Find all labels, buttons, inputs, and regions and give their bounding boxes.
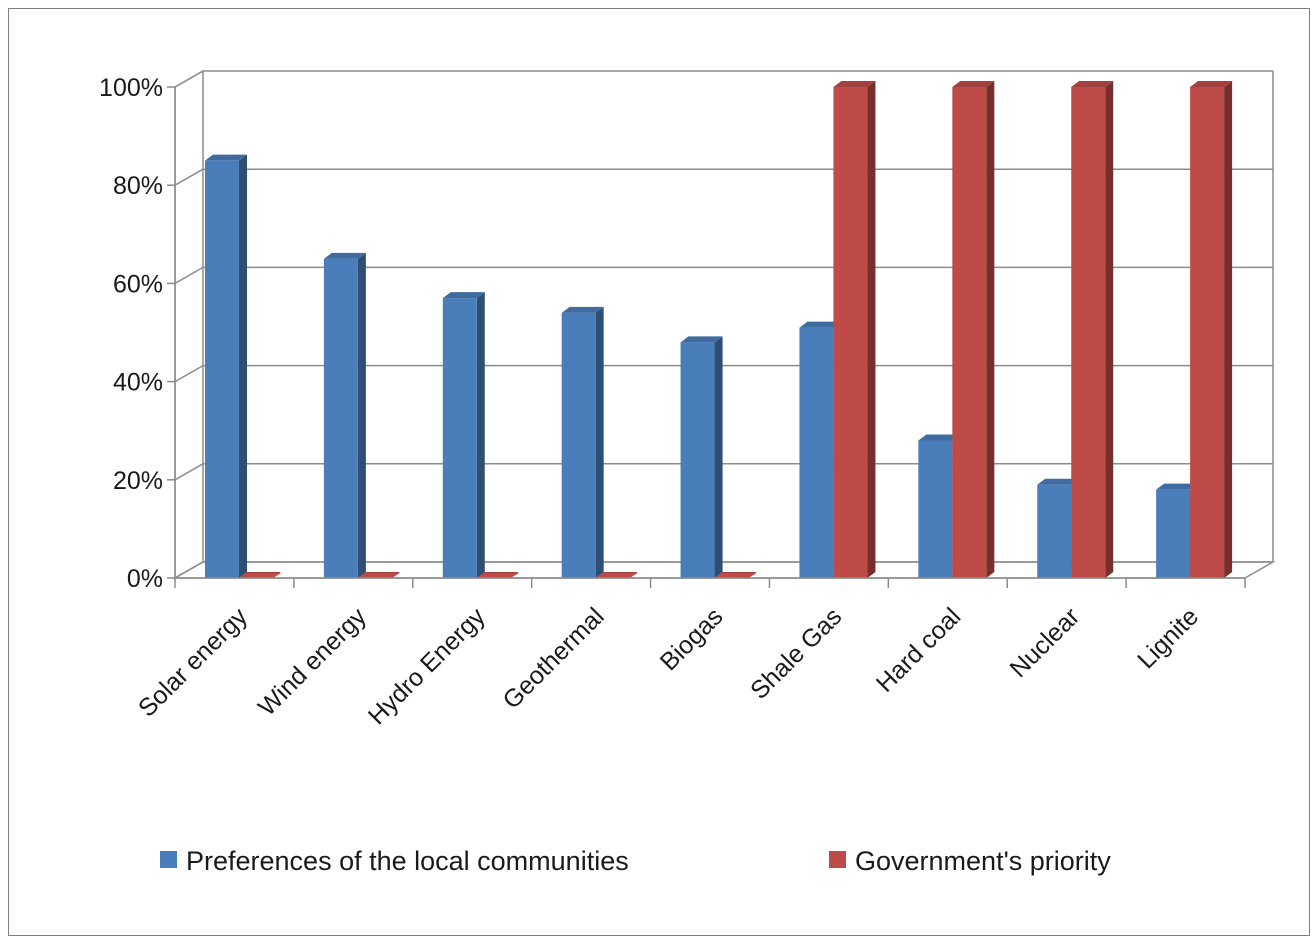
gridline-depth bbox=[174, 70, 204, 88]
x-tick-label: Shale Gas bbox=[745, 602, 847, 704]
bar-preferences-1 bbox=[323, 252, 366, 578]
gridline-depth bbox=[174, 364, 204, 383]
bar-government-1 bbox=[357, 572, 400, 578]
y-tick-label: 80% bbox=[113, 172, 163, 200]
y-tick-label: 100% bbox=[99, 74, 163, 102]
bar-preferences-3 bbox=[561, 306, 604, 578]
side-wall bbox=[174, 69, 204, 580]
bar-preferences-0 bbox=[205, 154, 247, 578]
y-tick-label: 40% bbox=[113, 369, 163, 397]
axes bbox=[167, 86, 1246, 588]
bar-preferences-2 bbox=[442, 292, 485, 578]
x-tick-label: Hard coal bbox=[871, 602, 966, 697]
gridline-depth bbox=[174, 561, 204, 579]
gridline-depth bbox=[174, 266, 204, 285]
bar-government-4 bbox=[714, 572, 757, 578]
y-tick-label: 60% bbox=[113, 270, 163, 298]
bar-government-3 bbox=[595, 572, 638, 578]
legend-label-preferences: Preferences of the local communities bbox=[186, 846, 629, 876]
x-tick-label: Hydro Energy bbox=[363, 602, 491, 730]
y-tick-label: 0% bbox=[127, 565, 163, 593]
y-tick-label: 20% bbox=[113, 467, 163, 495]
legend-swatch-preferences bbox=[160, 851, 177, 868]
bar-government-7 bbox=[1071, 81, 1114, 578]
bar-government-0 bbox=[239, 572, 281, 578]
gridline-depth bbox=[174, 168, 204, 186]
bar-government-8 bbox=[1190, 81, 1233, 578]
gridline-depth bbox=[174, 463, 204, 481]
bar-preferences-4 bbox=[680, 336, 723, 578]
x-tick-label: Lignite bbox=[1132, 602, 1204, 674]
bars bbox=[205, 81, 1233, 578]
legend-label-government: Government's priority bbox=[855, 846, 1111, 876]
bar-government-5 bbox=[833, 81, 876, 578]
x-tick-label: Geothermal bbox=[497, 602, 609, 714]
x-tick-label: Wind energy bbox=[253, 602, 372, 721]
bar-government-6 bbox=[952, 81, 995, 578]
x-tick-label: Solar energy bbox=[133, 602, 253, 722]
legend: Preferences of the local communities Gov… bbox=[160, 846, 1111, 876]
legend-swatch-government bbox=[829, 851, 846, 868]
x-tick-label: Nuclear bbox=[1004, 602, 1085, 683]
y-tick-labels: 0% 20% 40% 60% 80% 100% bbox=[99, 74, 163, 593]
x-tick-label: Biogas bbox=[655, 602, 729, 676]
bar-government-2 bbox=[476, 572, 519, 578]
